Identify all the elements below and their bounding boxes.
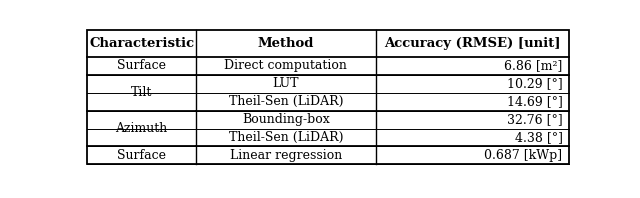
Text: Bounding-box: Bounding-box: [242, 113, 330, 126]
Text: 4.38 [°]: 4.38 [°]: [515, 131, 563, 144]
Text: Surface: Surface: [117, 149, 166, 162]
Bar: [88, 30, 568, 165]
Text: Method: Method: [258, 37, 314, 50]
Text: Theil-Sen (LiDAR): Theil-Sen (LiDAR): [228, 131, 343, 144]
Text: Tilt: Tilt: [131, 86, 152, 99]
Text: Accuracy (RMSE) [unit]: Accuracy (RMSE) [unit]: [384, 37, 561, 50]
Text: 32.76 [°]: 32.76 [°]: [507, 113, 563, 126]
Text: 0.687 [kWp]: 0.687 [kWp]: [484, 149, 563, 162]
Text: 10.29 [°]: 10.29 [°]: [507, 77, 563, 90]
Text: 6.86 [m²]: 6.86 [m²]: [504, 59, 563, 72]
Text: Linear regression: Linear regression: [230, 149, 342, 162]
Text: 14.69 [°]: 14.69 [°]: [507, 95, 563, 108]
Text: LUT: LUT: [273, 77, 299, 90]
Text: Azimuth: Azimuth: [115, 122, 168, 135]
Text: Characteristic: Characteristic: [89, 37, 194, 50]
Text: Direct computation: Direct computation: [225, 59, 348, 72]
Text: Theil-Sen (LiDAR): Theil-Sen (LiDAR): [228, 95, 343, 108]
Text: Surface: Surface: [117, 59, 166, 72]
